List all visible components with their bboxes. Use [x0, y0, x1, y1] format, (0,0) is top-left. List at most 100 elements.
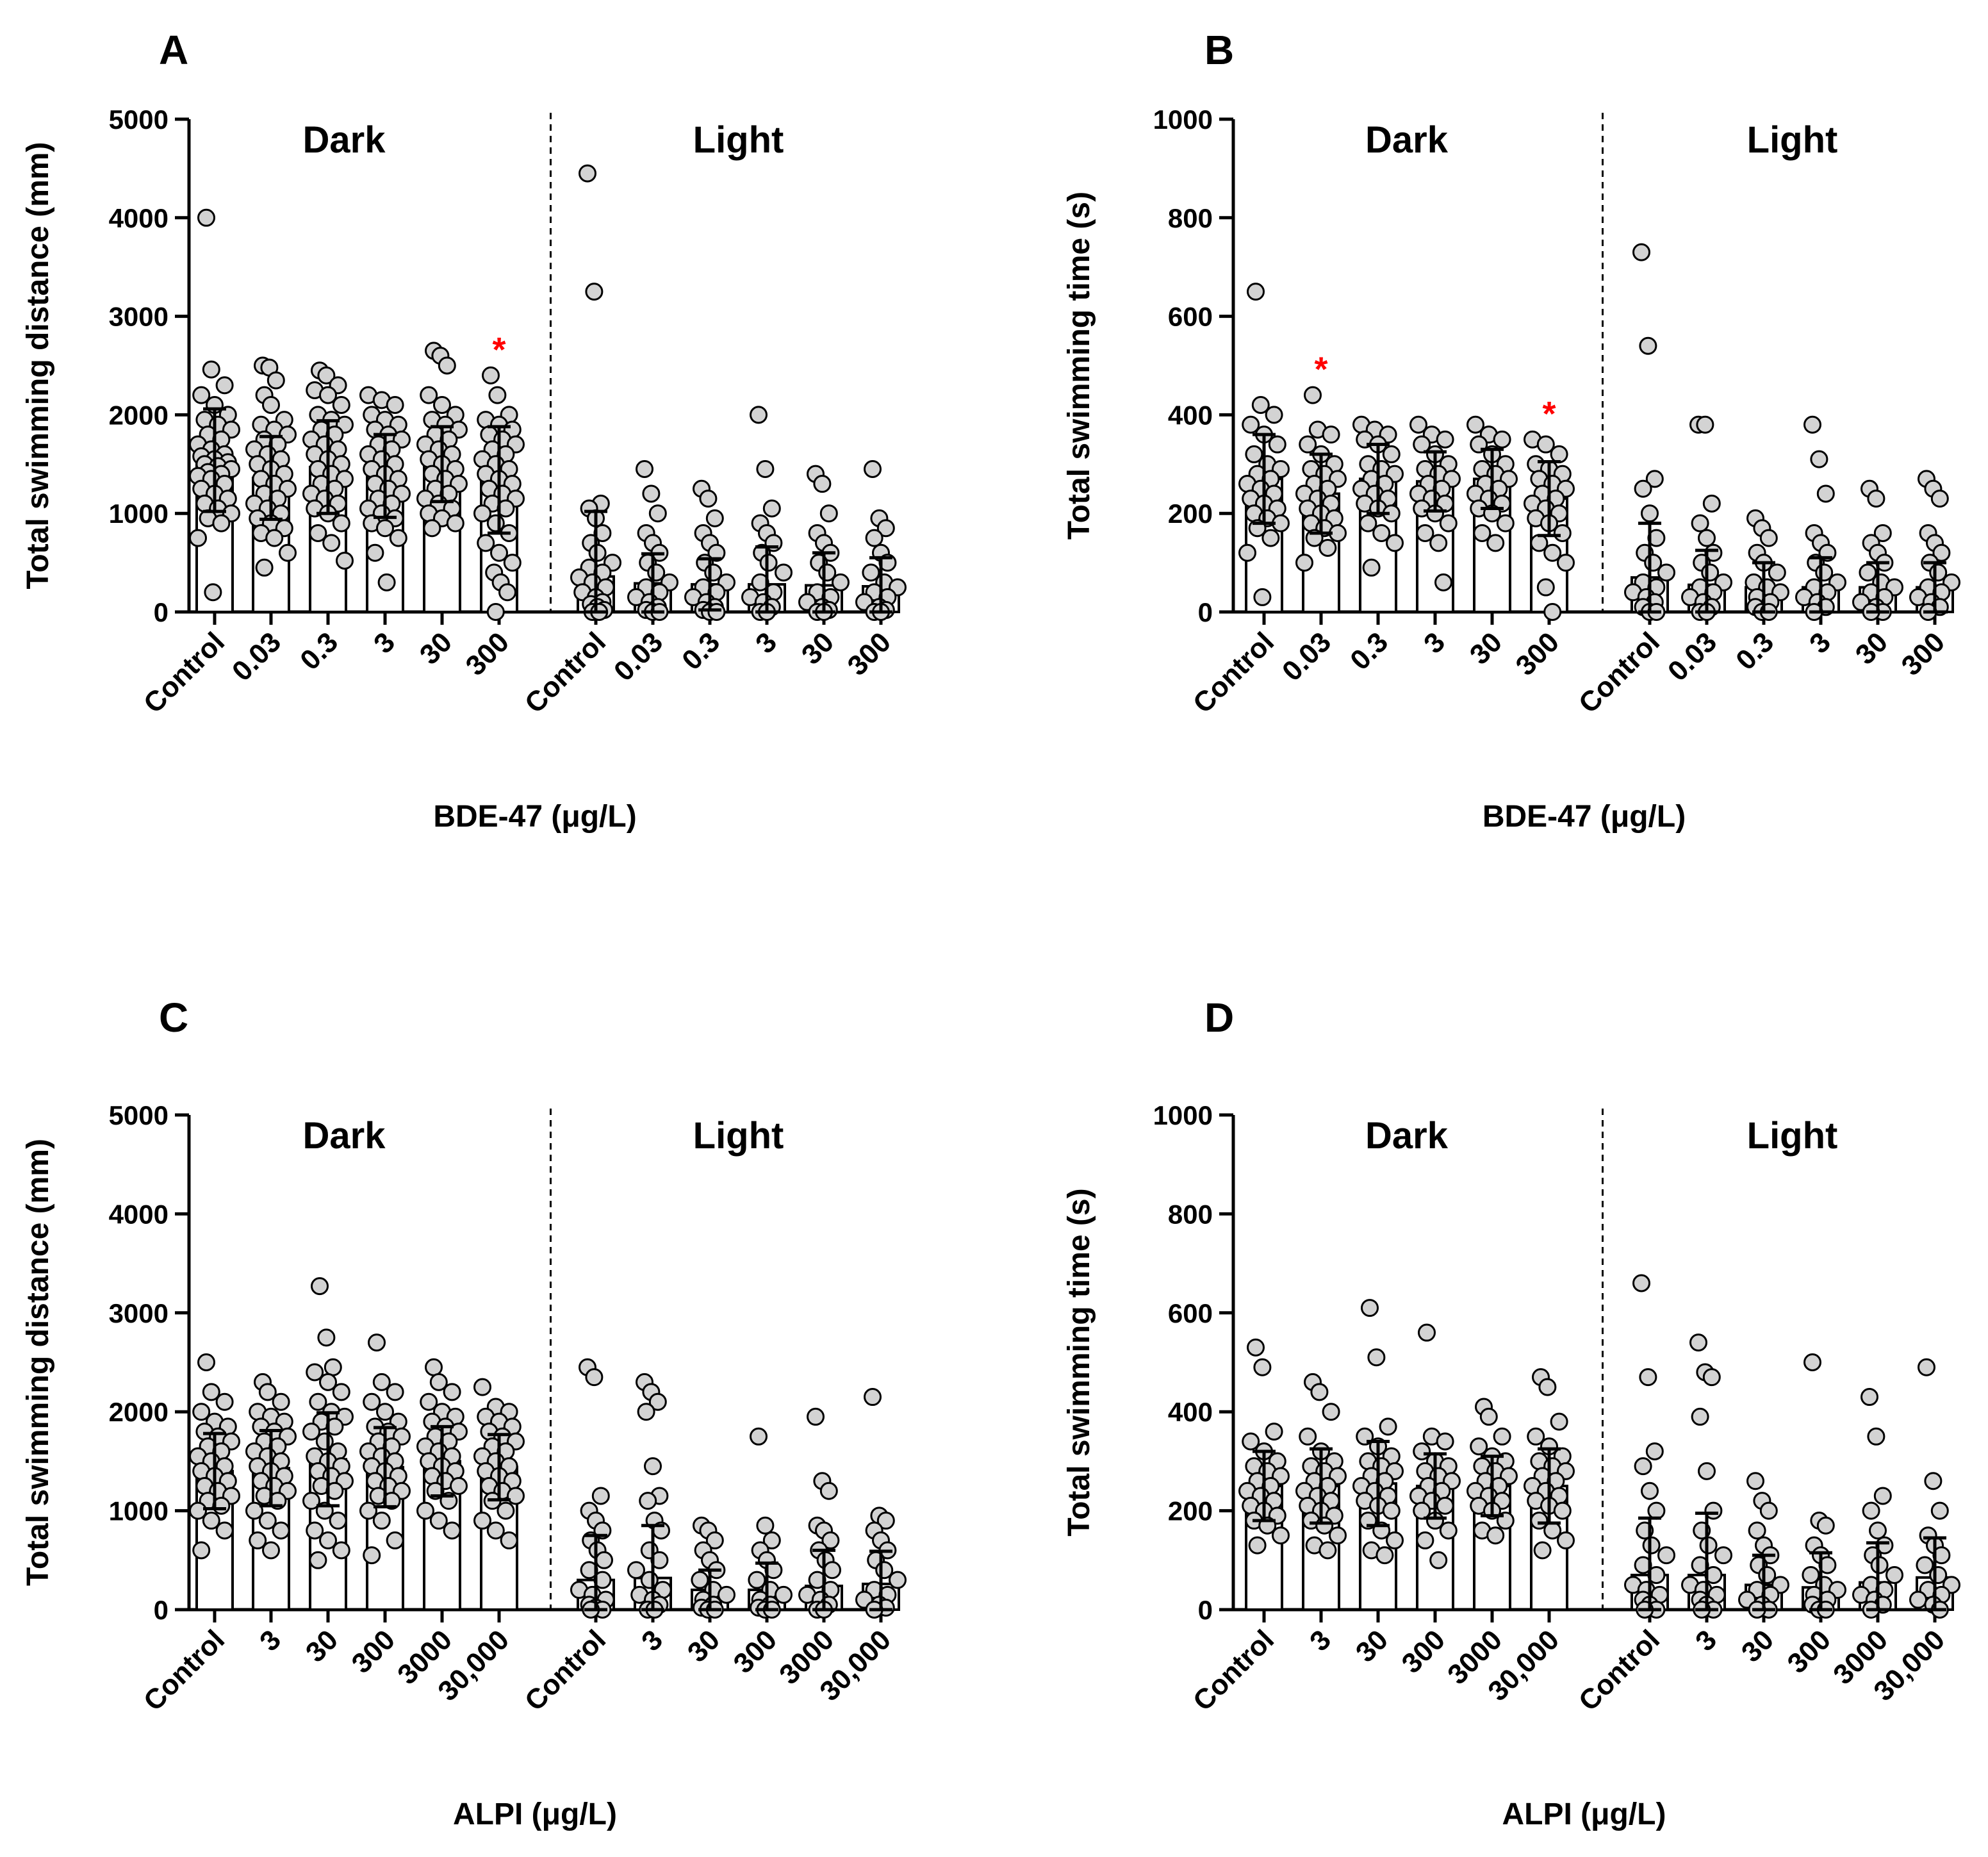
panel-d: D 0 200 400 600 800 1000 Total swimming time (s… — [1062, 995, 1960, 1831]
data-point — [336, 552, 354, 570]
category-label: 300 — [1396, 1624, 1452, 1680]
category-label: Control — [1573, 1624, 1666, 1717]
data-point — [750, 406, 768, 424]
y-tick-label: 1000 — [1153, 104, 1213, 135]
data-point — [813, 475, 832, 493]
category-label: 3 — [1418, 626, 1451, 659]
data-point — [1367, 1348, 1386, 1367]
category-label: 300 — [460, 626, 516, 682]
panel-letter: B — [1204, 27, 1234, 73]
data-point — [705, 1531, 724, 1549]
data-point — [192, 1403, 211, 1421]
condition-label-light: Light — [693, 1115, 784, 1157]
data-point — [306, 1521, 324, 1540]
data-point — [644, 1457, 662, 1476]
data-point — [1746, 1472, 1764, 1490]
data-point — [1322, 425, 1340, 444]
y-tick-label: 800 — [1168, 203, 1213, 233]
category-label: 3 — [368, 626, 401, 659]
data-point — [756, 1516, 775, 1535]
category-label: 0.3 — [1730, 626, 1780, 676]
data-point — [1466, 415, 1484, 434]
data-point — [486, 603, 505, 621]
data-point — [1810, 450, 1828, 468]
data-point — [1245, 445, 1263, 463]
data-point — [595, 1551, 613, 1569]
data-point — [718, 1585, 735, 1604]
data-point — [317, 366, 336, 384]
data-point — [1409, 415, 1427, 434]
data-point — [1802, 1565, 1820, 1584]
data-point — [1436, 430, 1454, 449]
data-point — [1641, 1481, 1659, 1500]
data-point — [319, 1373, 337, 1391]
data-point — [486, 1521, 505, 1540]
data-point — [1436, 1496, 1454, 1515]
data-point — [1691, 1407, 1709, 1426]
category-label: 30 — [1464, 626, 1508, 670]
data-point — [1867, 490, 1885, 508]
data-point — [423, 519, 441, 538]
data-point — [648, 1392, 667, 1411]
data-point — [429, 1512, 448, 1530]
data-point — [775, 563, 793, 582]
data-point — [1639, 336, 1657, 355]
data-point — [1869, 1521, 1887, 1540]
data-point — [1318, 1541, 1337, 1560]
data-point — [258, 1383, 277, 1401]
y-tick-label: 0 — [154, 1595, 168, 1625]
data-point — [1641, 504, 1659, 523]
data-point — [1816, 484, 1835, 503]
category-label: 0.3 — [294, 626, 344, 676]
data-point — [756, 459, 775, 478]
data-point — [691, 1571, 709, 1589]
data-point — [1768, 563, 1786, 582]
data-point — [245, 1501, 263, 1520]
y-tick-label: 0 — [154, 597, 168, 627]
data-point — [255, 558, 274, 577]
data-point — [319, 1531, 337, 1549]
data-point — [1372, 524, 1391, 542]
data-point — [473, 504, 491, 523]
data-point — [197, 1353, 215, 1371]
data-point — [1362, 558, 1381, 577]
category-label: 3 — [750, 626, 783, 659]
data-point — [309, 1551, 327, 1569]
y-tick-label: 5000 — [109, 1100, 168, 1130]
data-point — [1429, 1551, 1448, 1569]
data-point — [302, 1423, 320, 1441]
data-point — [372, 1373, 391, 1391]
category-label: 0.03 — [1276, 626, 1337, 687]
data-point — [262, 396, 280, 415]
data-point — [319, 386, 337, 404]
data-point — [1251, 396, 1270, 415]
panel-letter: A — [159, 27, 188, 73]
category-label: 30 — [1850, 626, 1894, 670]
data-point — [1553, 1501, 1572, 1520]
data-point — [1413, 435, 1431, 454]
data-point — [864, 1388, 882, 1407]
x-axis-title: ALPI (μg/L) — [1502, 1797, 1666, 1831]
y-tick-label: 4000 — [109, 203, 168, 233]
data-point — [1550, 445, 1568, 463]
data-point — [212, 514, 231, 532]
category-label: Control — [138, 1624, 231, 1717]
condition-label-dark: Dark — [303, 1115, 386, 1157]
data-point — [446, 514, 464, 532]
data-point — [1699, 1536, 1718, 1555]
data-point — [627, 1561, 645, 1580]
significance-star: * — [1542, 395, 1556, 433]
data-point — [490, 543, 508, 562]
data-point — [699, 490, 718, 508]
data-point — [1496, 514, 1515, 532]
data-point — [762, 499, 781, 518]
data-point — [1242, 415, 1260, 434]
data-point — [1434, 573, 1452, 591]
data-point — [389, 529, 407, 547]
y-tick-label: 600 — [1168, 302, 1213, 332]
data-point — [1379, 1417, 1397, 1436]
data-point — [425, 1358, 443, 1376]
data-point — [1647, 1501, 1666, 1520]
data-point — [376, 519, 394, 538]
data-point — [1645, 1442, 1664, 1460]
